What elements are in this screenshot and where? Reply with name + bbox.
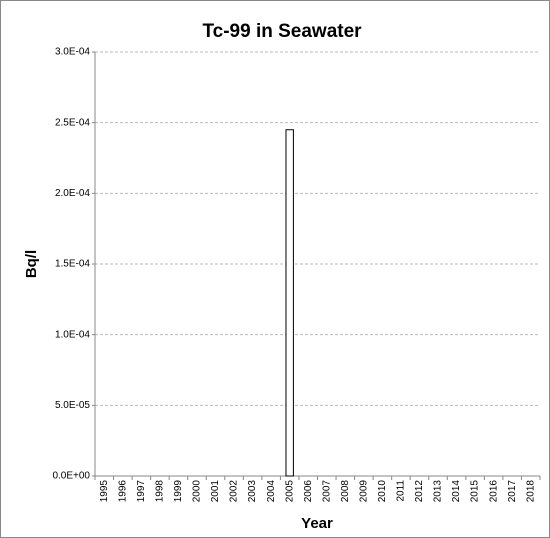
x-tick-label: 2007 <box>321 480 332 503</box>
x-tick-label: 2006 <box>303 480 314 503</box>
x-tick-label: 2003 <box>247 480 258 503</box>
x-tick-label: 2014 <box>451 480 462 503</box>
y-tick-label: 2.0E-04 <box>55 188 90 199</box>
x-tick-label: 1999 <box>173 480 184 503</box>
chart-title: Tc-99 in Seawater <box>202 21 362 42</box>
x-tick-label: 1998 <box>155 480 166 503</box>
y-tick-label: 3.0E-04 <box>55 47 90 58</box>
x-tick-label: 2005 <box>284 480 295 503</box>
bar <box>285 129 294 477</box>
x-tick-label: 2010 <box>377 480 388 503</box>
x-tick-label: 2002 <box>229 480 240 503</box>
x-tick-label: 2004 <box>266 480 277 503</box>
y-tick-label: 5.0E-05 <box>55 400 90 411</box>
x-tick-label: 2012 <box>414 480 425 503</box>
x-tick-label: 2008 <box>340 480 351 503</box>
x-tick-label: 2009 <box>358 480 369 503</box>
x-tick-label: 2018 <box>525 480 536 503</box>
x-tick-label: 1995 <box>99 480 110 503</box>
x-tick-label: 2001 <box>210 480 221 503</box>
x-tick-label: 2013 <box>433 480 444 503</box>
x-tick-label: 2015 <box>470 480 481 503</box>
y-tick-label: 0.0E+00 <box>52 471 90 482</box>
x-tick-label: 2017 <box>507 480 518 503</box>
x-tick-label: 2011 <box>396 480 407 502</box>
y-tick-label: 2.5E-04 <box>55 117 90 128</box>
x-tick-label: 2016 <box>488 480 499 503</box>
x-tick-label: 2000 <box>192 480 203 503</box>
y-axis-label: Bq/l <box>23 250 40 278</box>
y-tick-label: 1.5E-04 <box>55 259 90 270</box>
x-tick-label: 1996 <box>117 480 128 503</box>
x-axis-label: Year <box>301 515 333 532</box>
x-tick-label: 1997 <box>136 480 147 503</box>
y-tick-label: 1.0E-04 <box>55 329 90 340</box>
